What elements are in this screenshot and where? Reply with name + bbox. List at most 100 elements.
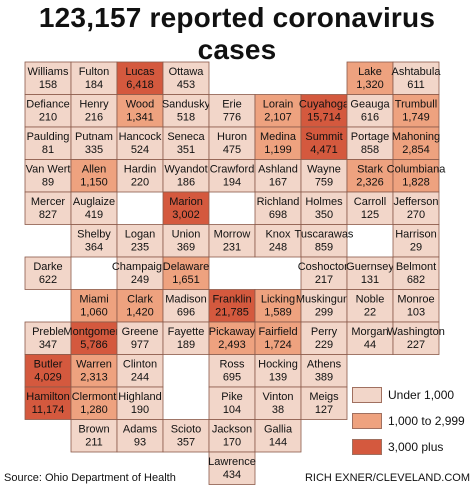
county-shape — [346, 321, 394, 355]
county-cases: 2,854 — [402, 144, 430, 156]
county-shape — [162, 289, 210, 323]
county-cases: 347 — [39, 339, 57, 351]
county-name: Williams — [28, 66, 69, 78]
county-cases: 2,107 — [264, 112, 292, 124]
county-shape — [70, 159, 118, 193]
county-name: Shelby — [77, 229, 111, 241]
county-shape — [392, 224, 440, 258]
county-name: Miami — [79, 294, 108, 306]
county-cases: 6,418 — [126, 79, 154, 91]
county-name: Lawrence — [208, 456, 256, 468]
county-cases: 93 — [134, 437, 146, 449]
county-shape — [70, 289, 118, 323]
county-name: Scioto — [171, 424, 202, 436]
county-cases: 21,785 — [215, 307, 249, 319]
county-name: Wood — [126, 99, 155, 111]
county-cases: 364 — [85, 242, 103, 254]
legend-item-low: Under 1,000 — [352, 384, 465, 406]
county-name: Seneca — [167, 131, 205, 143]
county-cases: 29 — [410, 242, 422, 254]
county-name: Butler — [34, 359, 63, 371]
county-shape — [208, 126, 256, 160]
county-cases: 1,341 — [126, 112, 154, 124]
county-shape — [116, 224, 164, 258]
county-cases: 4,471 — [310, 144, 338, 156]
county-name: Richland — [257, 196, 300, 208]
county-cases: 524 — [131, 144, 149, 156]
county-shape — [300, 321, 348, 355]
county-cases: 227 — [407, 339, 425, 351]
county-name: Jefferson — [393, 196, 438, 208]
county-shape — [162, 224, 210, 258]
county-cases: 1,280 — [80, 404, 108, 416]
county-name: Brown — [78, 424, 109, 436]
county-shape — [24, 386, 72, 420]
county-cases: 248 — [269, 242, 287, 254]
county-cases: 2,313 — [80, 372, 108, 384]
county-cases: 1,199 — [264, 144, 292, 156]
county-shape — [116, 419, 164, 453]
county-name: Franklin — [212, 294, 251, 306]
legend-label-mid: 1,000 to 2,999 — [388, 414, 465, 428]
county-shape — [254, 224, 302, 258]
county-shape — [208, 451, 256, 485]
county-name: Pickaway — [209, 326, 256, 338]
county-cases: 827 — [39, 209, 57, 221]
county-name: Gallia — [264, 424, 293, 436]
county-shape — [300, 191, 348, 225]
county-shape — [24, 321, 72, 355]
county-shape — [300, 159, 348, 193]
county-cases: 229 — [315, 339, 333, 351]
county-cases: 475 — [223, 144, 241, 156]
county-name: Defiance — [26, 99, 69, 111]
source-note: Source: Ohio Department of Health — [4, 472, 176, 484]
county-cases: 389 — [315, 372, 333, 384]
county-name: Summit — [305, 131, 342, 143]
county-name: Logan — [125, 229, 156, 241]
county-shape — [24, 256, 72, 290]
county-name: Clark — [127, 294, 153, 306]
county-cases: 235 — [131, 242, 149, 254]
county-name: Fairfield — [258, 326, 297, 338]
county-name: Ottawa — [169, 66, 205, 78]
credit-note: RICH EXNER/CLEVELAND.COM — [304, 472, 470, 484]
county-shape — [70, 386, 118, 420]
county-cases: 190 — [131, 404, 149, 416]
county-name: Harrison — [395, 229, 437, 241]
county-cases: 158 — [39, 79, 57, 91]
county-cases: 299 — [315, 307, 333, 319]
